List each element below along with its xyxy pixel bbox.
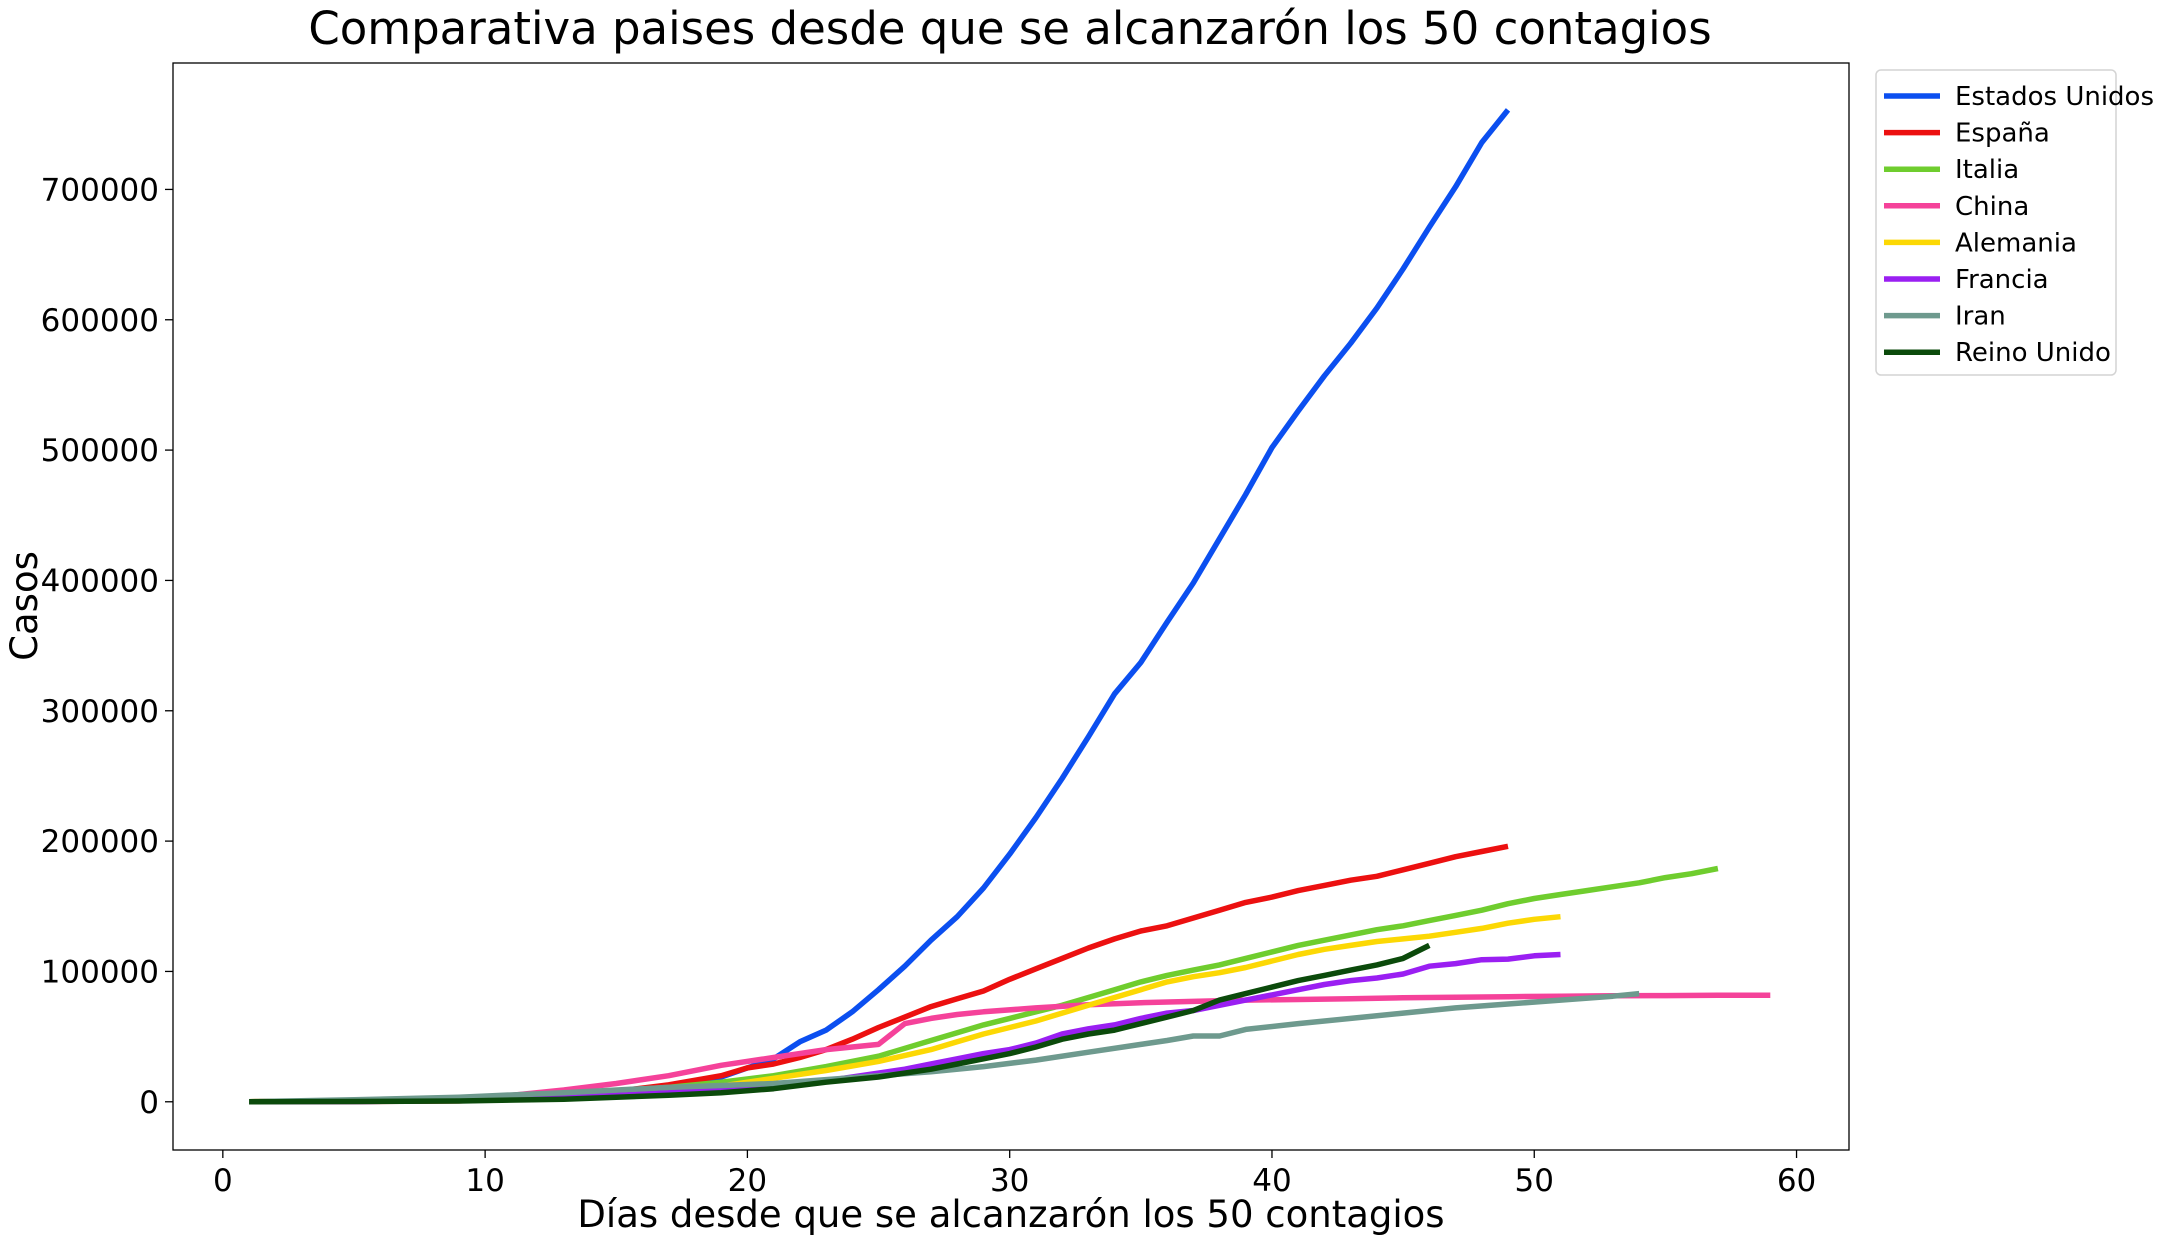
plot-area-frame — [172, 62, 1850, 1151]
y-tick-label: 300000 — [41, 694, 159, 730]
y-tick-label: 200000 — [41, 824, 159, 860]
x-tick-label: 0 — [213, 1163, 233, 1199]
legend-label: Reino Unido — [1955, 338, 2111, 368]
y-axis-label: Casos — [3, 551, 46, 661]
legend-label: China — [1955, 192, 2029, 222]
y-tick-label: 400000 — [41, 563, 159, 599]
legend-label: Estados Unidos — [1955, 82, 2154, 112]
x-tick-label: 10 — [465, 1163, 504, 1199]
series-line-iran — [249, 990, 1640, 1105]
x-axis: 0 10 20 30 40 50 60 — [213, 1150, 1816, 1199]
legend-box — [1875, 69, 2117, 376]
series-line-italia — [249, 865, 1719, 1105]
y-tick-label: 500000 — [41, 433, 159, 469]
y-tick-label: 100000 — [41, 954, 159, 990]
chart-title: Comparativa paises desde que se alcanzar… — [308, 2, 1711, 55]
y-tick-label: 700000 — [41, 172, 159, 208]
x-tick-label: 40 — [1252, 1163, 1291, 1199]
series-line-españa — [249, 843, 1509, 1105]
x-tick-label: 60 — [1777, 1163, 1816, 1199]
x-tick-label: 20 — [728, 1163, 767, 1199]
x-tick-label: 50 — [1515, 1163, 1554, 1199]
legend-label: Alemania — [1955, 228, 2077, 258]
legend-label: Iran — [1955, 302, 2006, 332]
y-tick-label: 0 — [139, 1085, 159, 1121]
series-line-francia — [249, 951, 1561, 1105]
series-line-reino-unido — [249, 942, 1431, 1105]
x-axis-label: Días desde que se alcanzarón los 50 cont… — [577, 1193, 1444, 1236]
y-tick-label: 600000 — [41, 303, 159, 339]
x-tick-label: 30 — [990, 1163, 1029, 1199]
legend-label: España — [1955, 119, 2050, 149]
y-axis: 0 100000 200000 300000 400000 500000 600000 700… — [41, 172, 173, 1121]
plot-lines — [249, 108, 1771, 1105]
legend-label: Francia — [1955, 265, 2049, 295]
legend-label: Italia — [1955, 155, 2019, 185]
series-line-china — [249, 992, 1771, 1105]
legend: Estados Unidos España Italia China Alemania F… — [1875, 69, 2154, 376]
